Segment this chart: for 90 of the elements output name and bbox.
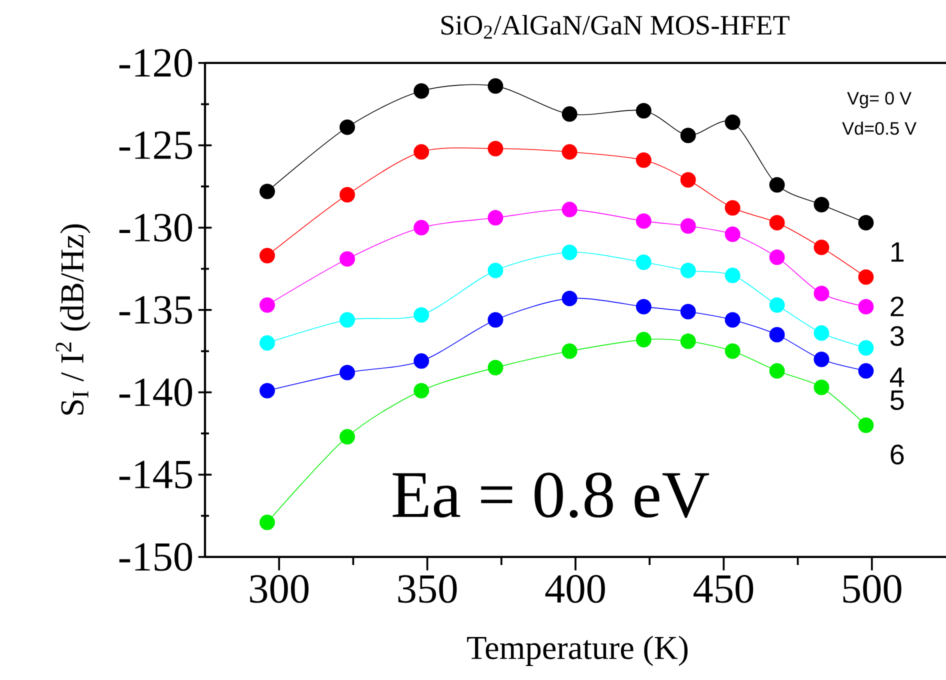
series-label: 4 bbox=[890, 368, 904, 387]
annotation: Vg= 0 V bbox=[847, 92, 912, 108]
point bbox=[636, 254, 652, 270]
point bbox=[414, 307, 430, 323]
y-axis-title: S$_{I}$ / I$^{2}$ (dB/Hz) bbox=[56, 224, 90, 415]
point bbox=[769, 297, 785, 313]
point bbox=[488, 140, 504, 156]
point bbox=[724, 114, 740, 130]
point bbox=[488, 262, 504, 278]
annotation: Vd=0.5 V bbox=[842, 122, 916, 135]
point bbox=[562, 202, 578, 218]
point bbox=[769, 177, 785, 193]
point bbox=[562, 244, 578, 260]
y-tick-label: -150 bbox=[119, 543, 192, 571]
point bbox=[414, 83, 430, 99]
x-axis-title: Temperature (K) bbox=[467, 636, 688, 666]
point bbox=[414, 353, 430, 369]
point bbox=[636, 298, 652, 314]
point bbox=[814, 286, 830, 302]
series-label: 5 bbox=[890, 390, 904, 410]
point bbox=[562, 144, 578, 160]
point bbox=[260, 297, 275, 313]
x-tick-label: 500 bbox=[843, 575, 902, 603]
point bbox=[858, 340, 874, 356]
y-tick-label: -120 bbox=[119, 49, 192, 77]
y-tick-label: -125 bbox=[119, 131, 192, 160]
point bbox=[636, 332, 652, 348]
point bbox=[814, 380, 830, 396]
point bbox=[858, 418, 874, 433]
point bbox=[858, 363, 874, 379]
point bbox=[562, 106, 578, 122]
point bbox=[340, 119, 356, 135]
chart-title: SiO$_{2}$/AlGaN/GaN MOS-HFET bbox=[441, 15, 790, 39]
point bbox=[636, 152, 652, 168]
point bbox=[414, 382, 430, 398]
x-tick-label: 300 bbox=[250, 575, 309, 603]
point bbox=[260, 248, 275, 264]
y-tick-label: -145 bbox=[119, 460, 192, 488]
series-label: 1 bbox=[891, 242, 904, 262]
point bbox=[814, 352, 830, 368]
point bbox=[680, 262, 696, 278]
point bbox=[414, 220, 430, 236]
point bbox=[680, 304, 696, 320]
annotation: Ea = 0.8 eV bbox=[392, 472, 710, 518]
point bbox=[858, 214, 874, 230]
point bbox=[724, 200, 740, 216]
x-tick-label: 350 bbox=[398, 575, 457, 603]
point bbox=[680, 172, 696, 188]
point bbox=[814, 196, 830, 212]
point bbox=[414, 144, 430, 160]
point bbox=[340, 251, 356, 267]
point bbox=[724, 312, 740, 328]
point bbox=[488, 312, 504, 328]
point bbox=[488, 360, 504, 376]
point bbox=[340, 186, 356, 202]
point bbox=[769, 326, 785, 342]
point bbox=[488, 210, 504, 226]
series-label: 6 bbox=[890, 444, 904, 464]
point bbox=[260, 514, 275, 530]
point bbox=[340, 364, 356, 380]
point bbox=[724, 226, 740, 242]
x-tick-label: 400 bbox=[545, 575, 605, 603]
point bbox=[814, 325, 830, 341]
point bbox=[260, 335, 275, 351]
point bbox=[260, 184, 275, 200]
point bbox=[340, 312, 356, 328]
point bbox=[680, 334, 696, 350]
y-tick-label: -130 bbox=[119, 214, 192, 242]
point bbox=[724, 343, 740, 359]
point bbox=[769, 250, 785, 266]
point bbox=[680, 218, 696, 234]
point bbox=[858, 269, 874, 285]
point bbox=[769, 214, 785, 230]
y-tick-label: -135 bbox=[119, 296, 192, 324]
point bbox=[562, 343, 578, 359]
x-tick-label: 450 bbox=[694, 575, 754, 603]
point bbox=[724, 268, 740, 284]
series-label: 2 bbox=[890, 296, 904, 316]
point bbox=[340, 429, 356, 445]
point bbox=[636, 213, 652, 229]
point bbox=[858, 298, 874, 314]
point bbox=[636, 103, 652, 118]
point bbox=[260, 382, 275, 398]
series-label: 3 bbox=[890, 326, 904, 346]
y-tick-label: -140 bbox=[119, 378, 192, 406]
point bbox=[562, 290, 578, 306]
point bbox=[680, 128, 696, 144]
point bbox=[814, 240, 830, 256]
point bbox=[488, 78, 504, 94]
point bbox=[769, 363, 785, 379]
